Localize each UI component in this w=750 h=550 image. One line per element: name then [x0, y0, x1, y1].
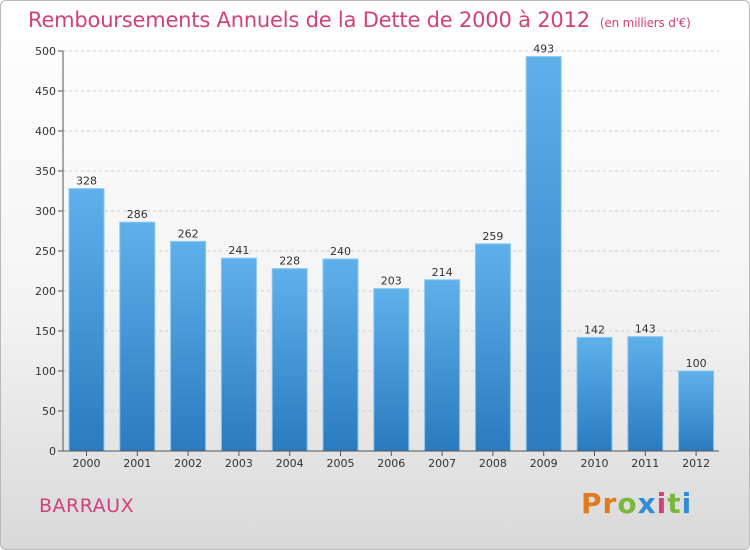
bar-2006 [373, 288, 410, 452]
y-tick-label: 450 [35, 85, 56, 98]
data-label-2002: 262 [178, 227, 199, 240]
x-tick-label: 2000 [73, 457, 101, 470]
data-label-2003: 241 [228, 244, 249, 257]
bar-2009 [525, 56, 562, 452]
y-tick-label: 50 [42, 405, 56, 418]
chart-unit: (en milliers d'€) [599, 16, 691, 30]
y-tick-label: 150 [35, 325, 56, 338]
bar-2003 [220, 257, 257, 452]
data-label-2005: 240 [330, 245, 351, 258]
y-tick-label: 500 [35, 45, 56, 58]
y-tick-label: 300 [35, 205, 56, 218]
data-label-2000: 328 [76, 175, 97, 188]
x-tick-label: 2002 [174, 457, 202, 470]
x-axis: 2000 2001 2002 2003 2004 2005 2006 2007 2008 2009… [63, 450, 719, 470]
data-label-2001: 286 [127, 208, 148, 221]
x-tick-label: 2012 [682, 457, 710, 470]
x-tick-label: 2011 [631, 457, 659, 470]
bar-2008 [474, 243, 511, 452]
proxiti-logo: Proxiti [581, 487, 693, 520]
y-tick-label: 100 [35, 365, 56, 378]
data-label-2004: 228 [279, 255, 300, 268]
y-tick-label: 0 [49, 445, 56, 458]
bar-2011 [627, 336, 664, 452]
bar-2002 [170, 240, 207, 452]
x-tick-label: 2007 [428, 457, 456, 470]
bar-2012 [678, 370, 715, 452]
y-tick-label: 350 [35, 165, 56, 178]
x-tick-label: 2008 [479, 457, 507, 470]
bar-2004 [271, 268, 308, 452]
x-tick-label: 2003 [225, 457, 253, 470]
chart-title-text: Remboursements Annuels de la Dette de 20… [28, 8, 590, 32]
bar-2007 [424, 279, 461, 452]
y-axis: 0 50 100 150 200 250 300 350 400 450 500 [35, 45, 64, 458]
data-label-2009: 493 [533, 43, 554, 56]
data-label-2011: 143 [635, 323, 656, 336]
bar-2010 [576, 336, 613, 452]
y-tick-label: 200 [35, 285, 56, 298]
data-label-2010: 142 [584, 323, 605, 336]
data-label-2007: 214 [432, 266, 453, 279]
commune-name: BARRAUX [39, 495, 135, 517]
x-tick-label: 2004 [276, 457, 304, 470]
bar-2005 [322, 258, 359, 452]
x-tick-label: 2010 [581, 457, 609, 470]
y-tick-label: 400 [35, 125, 56, 138]
x-tick-label: 2005 [327, 457, 355, 470]
chart-title: Remboursements Annuels de la Dette de 20… [28, 8, 691, 32]
x-tick-label: 2006 [377, 457, 405, 470]
x-tick-label: 2009 [530, 457, 558, 470]
data-label-2006: 203 [381, 275, 402, 288]
bars: 328 286 262 241 228 240 203 214 259 493 142 143 100 [68, 43, 715, 452]
y-tick-label: 250 [35, 245, 56, 258]
bar-2000 [68, 188, 105, 452]
x-tick-label: 2001 [123, 457, 151, 470]
data-label-2012: 100 [686, 357, 707, 370]
bar-2001 [119, 221, 156, 452]
data-label-2008: 259 [482, 230, 503, 243]
